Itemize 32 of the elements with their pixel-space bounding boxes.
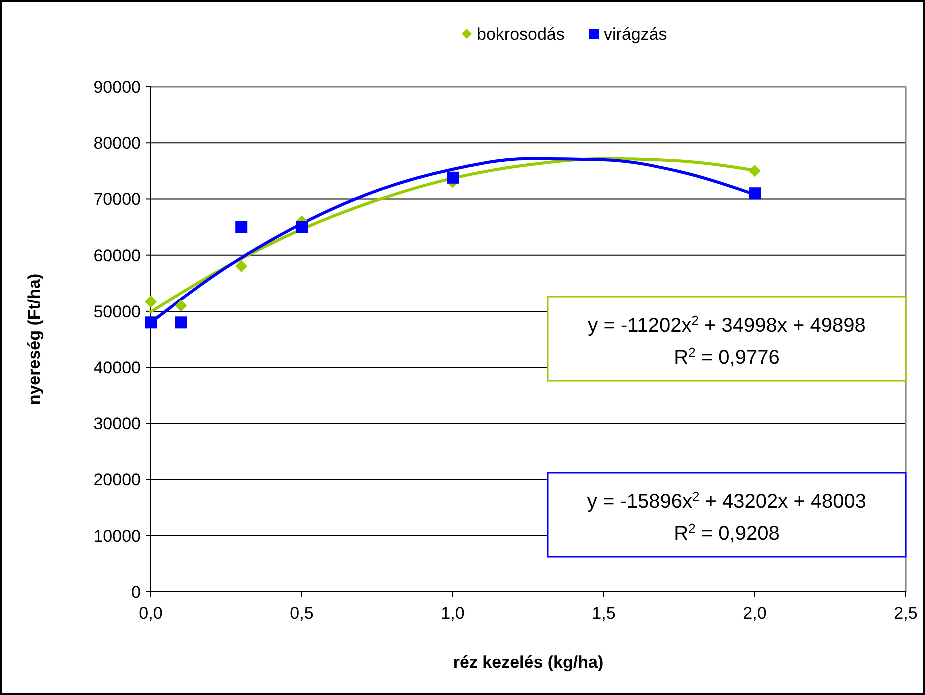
point (447, 172, 459, 184)
point (296, 221, 308, 234)
y-tick-label: 50000 (94, 302, 141, 322)
x-tick-label: 2,0 (743, 604, 767, 623)
y-tick-label: 10000 (94, 526, 141, 546)
legend-label: virágzás (604, 24, 668, 44)
annotation: y = -15896x$^{2}$ + 43202x + 48003 R$^{2}$ = 0,9208 (587, 488, 867, 545)
point (236, 221, 248, 234)
point (175, 300, 188, 312)
x-tick-label: 1,0 (441, 604, 465, 623)
legend-label: bokrosodás (477, 24, 565, 44)
y-axis-title: nyereség (Ft/ha) (25, 274, 44, 406)
x-tick-label: 0,5 (290, 604, 314, 623)
y-tick-label: 60000 (94, 246, 141, 266)
x-tick-label: 2,5 (894, 604, 918, 623)
point (145, 296, 157, 308)
x-tick-label: 1,5 (592, 604, 616, 623)
x-tick-label: 0,0 (139, 604, 163, 623)
point (175, 316, 188, 329)
y-tick-label: 70000 (94, 190, 141, 210)
annotation: y = -11202x$^{2}$ + 34998x + 49898 R$^{2}$ = 0,9776 (588, 312, 866, 369)
y-tick-label: 90000 (94, 78, 141, 97)
y-tick-label: 30000 (94, 414, 141, 434)
y-tick-label: 40000 (94, 358, 141, 378)
point (749, 188, 761, 200)
y-tick-label: 20000 (94, 470, 141, 490)
x-axis-title: réz kezelés (kg/ha) (453, 653, 604, 672)
y-tick-label: 0 (132, 582, 141, 602)
point (236, 260, 248, 273)
point (145, 316, 157, 329)
point (749, 165, 761, 178)
y-tick-label: 80000 (94, 134, 141, 154)
